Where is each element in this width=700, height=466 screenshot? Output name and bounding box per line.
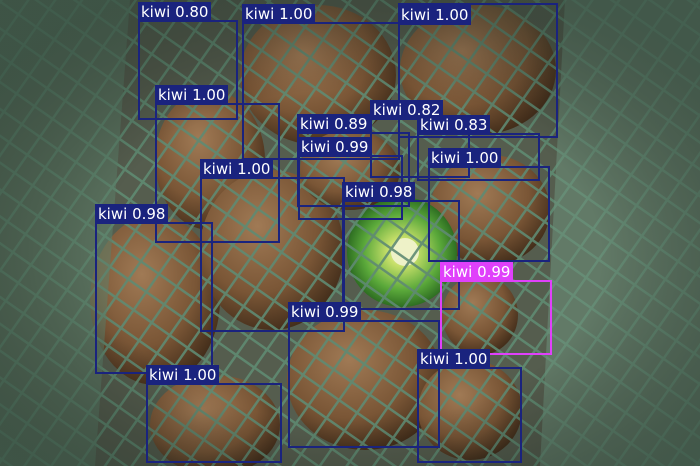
kiwi-bag-photo: [0, 0, 700, 466]
photo-scene: [0, 0, 700, 466]
